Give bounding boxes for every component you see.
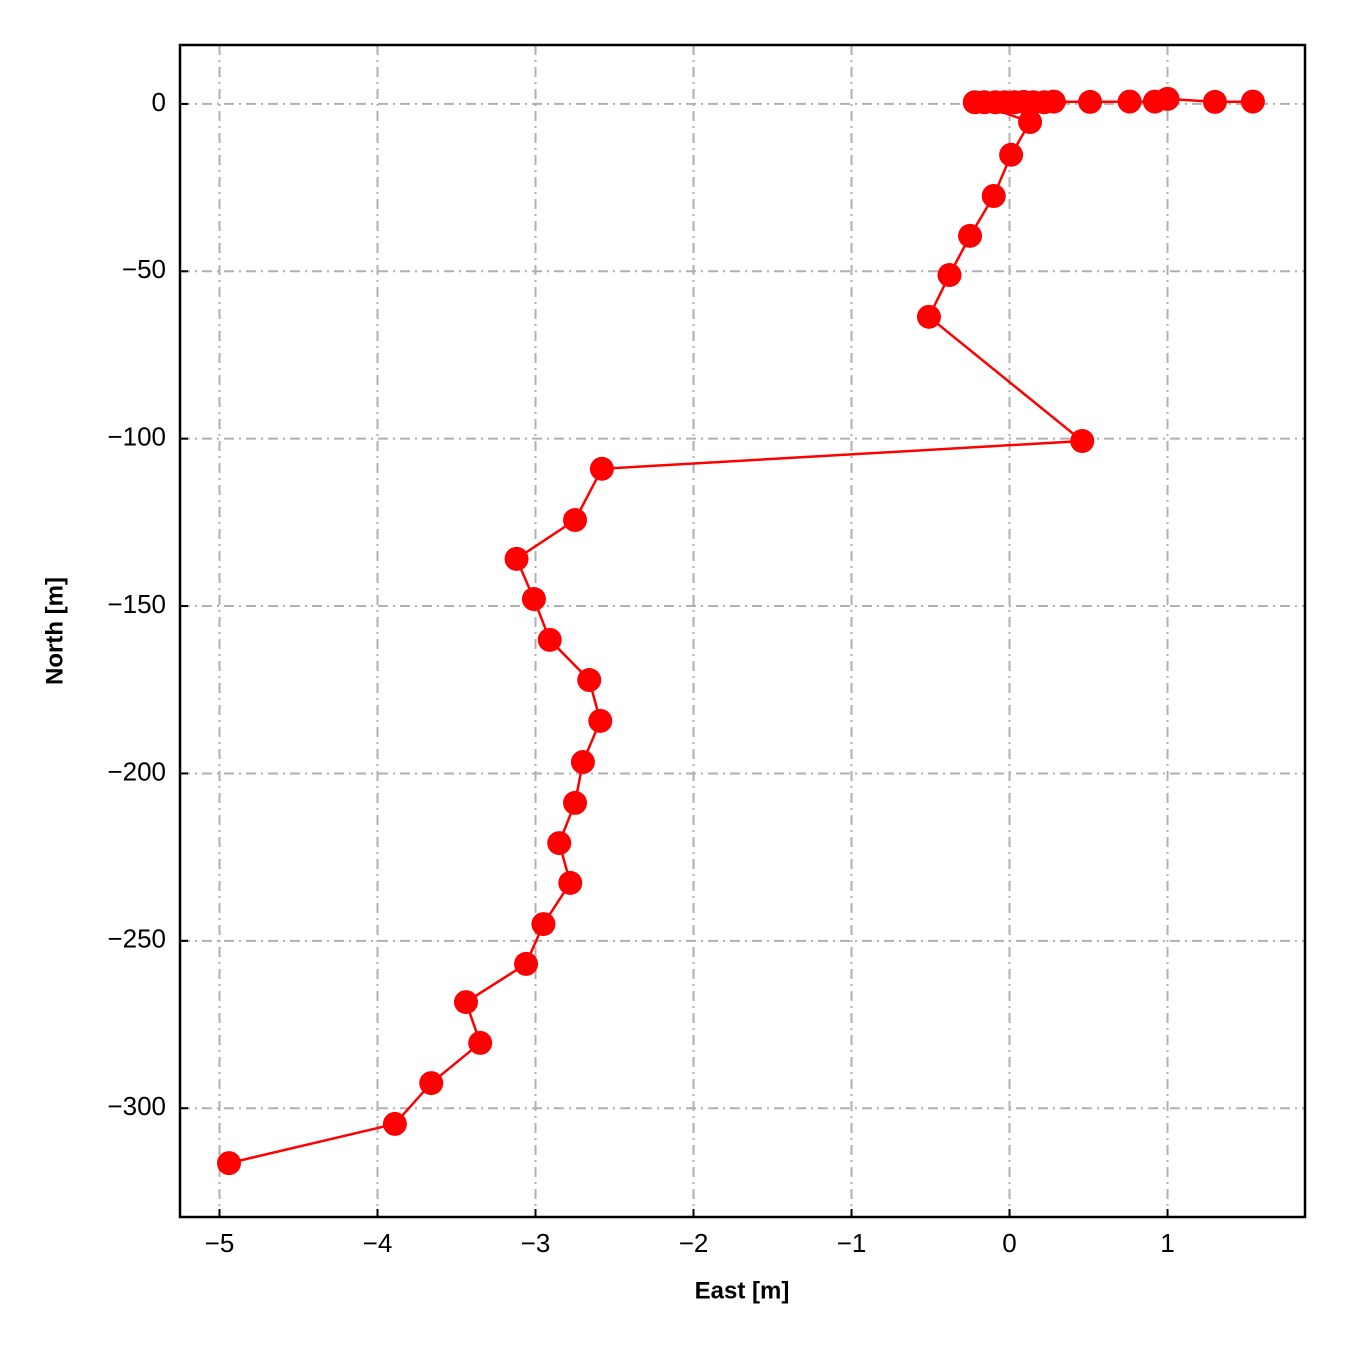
data-point <box>577 668 602 693</box>
data-point <box>1202 89 1227 114</box>
data-point <box>504 546 529 571</box>
plot-frame <box>178 43 1307 1219</box>
data-point <box>419 1071 444 1096</box>
data-point <box>1240 89 1265 114</box>
data-point <box>588 708 613 733</box>
data-point <box>916 304 941 329</box>
data-point <box>537 627 562 652</box>
data-point <box>514 951 539 976</box>
data-point <box>521 587 546 612</box>
data-point <box>216 1151 241 1176</box>
x-tick-label: −2 <box>679 1228 709 1258</box>
data-point <box>1018 109 1043 134</box>
data-line <box>228 97 1253 1165</box>
data-point <box>547 831 572 856</box>
data-point <box>999 142 1024 167</box>
data-point <box>563 790 588 815</box>
data-point <box>563 508 588 533</box>
x-tick-label: −1 <box>837 1228 867 1258</box>
data-point <box>453 990 478 1015</box>
data-point <box>981 183 1006 208</box>
data-point <box>1041 89 1066 114</box>
data-point <box>1078 89 1103 114</box>
y-tick-label: −100 <box>107 422 166 452</box>
data-point <box>1117 89 1142 114</box>
x-tick-label: −5 <box>205 1228 235 1258</box>
data-point <box>958 223 983 248</box>
data-point <box>558 870 583 895</box>
data-point <box>382 1111 407 1136</box>
y-tick-label: −300 <box>107 1091 166 1121</box>
data-point <box>589 456 614 481</box>
data-point <box>1155 86 1180 111</box>
y-tick-label: −150 <box>107 589 166 619</box>
y-tick-label: −250 <box>107 924 166 954</box>
y-tick-label: 0 <box>152 87 166 117</box>
data-point <box>570 750 595 775</box>
data-point <box>531 912 556 937</box>
x-tick-label: 1 <box>1160 1228 1174 1258</box>
x-tick-label: −3 <box>521 1228 551 1258</box>
y-axis-label: North [m] <box>41 577 68 685</box>
data-point <box>1070 429 1095 454</box>
data-point <box>937 262 962 287</box>
x-tick-label: 0 <box>1002 1228 1016 1258</box>
data-point <box>468 1030 493 1055</box>
y-tick-label: −200 <box>107 756 166 786</box>
y-tick-label: −50 <box>122 254 166 284</box>
x-axis-label: East [m] <box>695 1277 790 1304</box>
x-tick-label: −4 <box>363 1228 393 1258</box>
